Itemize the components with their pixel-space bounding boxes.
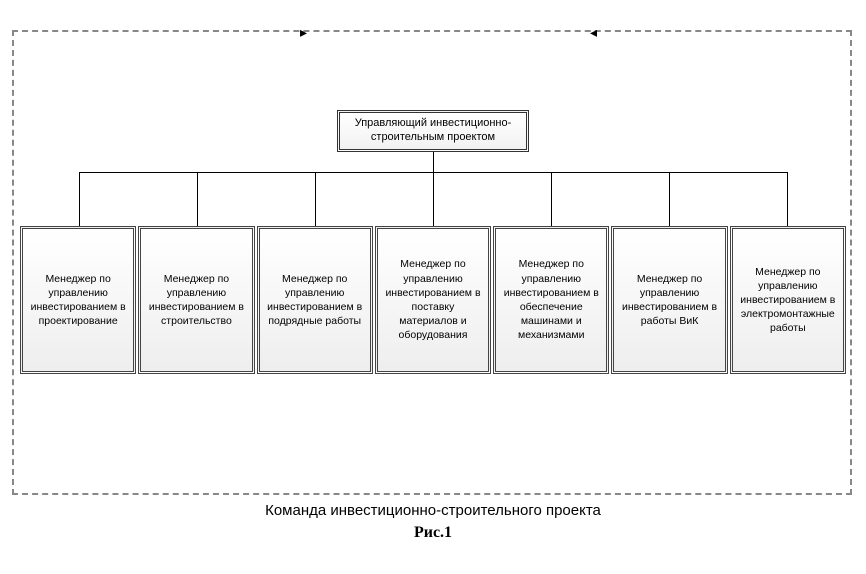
child-node-label: Менеджер по управлению инвестированием в… [618,272,720,329]
child-node-label: Менеджер по управлению инвестированием в… [264,272,366,329]
connector-child-stem [669,172,670,226]
child-node: Менеджер по управлению инвестированием в… [493,226,609,374]
root-node-label: Управляющий инвестиционно-строительным п… [346,117,520,145]
children-row: Менеджер по управлению инвестированием в… [20,226,846,374]
child-node: Менеджер по управлению инвестированием в… [138,226,254,374]
child-node: Менеджер по управлению инвестированием в… [730,226,846,374]
root-node: Управляющий инвестиционно-строительным п… [337,110,529,152]
connector-child-stem [197,172,198,226]
arrow-left-icon: ◂ [590,25,597,39]
figure-number: Рис.1 [0,524,866,542]
connector-child-stem [787,172,788,226]
child-node-label: Менеджер по управлению инвестированием в… [145,272,247,329]
arrow-right-icon: ▸ [300,25,307,39]
child-node: Менеджер по управлению инвестированием в… [611,226,727,374]
connector-child-stem [79,172,80,226]
child-node-label: Менеджер по управлению инвестированием в… [27,272,129,329]
connector-child-stem [551,172,552,226]
caption-text: Команда инвестиционно-строительного прое… [0,502,866,519]
child-node-label: Менеджер по управлению инвестированием в… [500,257,602,342]
child-node: Менеджер по управлению инвестированием в… [257,226,373,374]
connector-child-stem [315,172,316,226]
child-node-label: Менеджер по управлению инвестированием в… [382,257,484,342]
child-node: Менеджер по управлению инвестированием в… [375,226,491,374]
connector-child-stem [433,172,434,226]
connector-root-stem [433,152,434,172]
child-node: Менеджер по управлению инвестированием в… [20,226,136,374]
child-node-label: Менеджер по управлению инвестированием в… [737,265,839,336]
